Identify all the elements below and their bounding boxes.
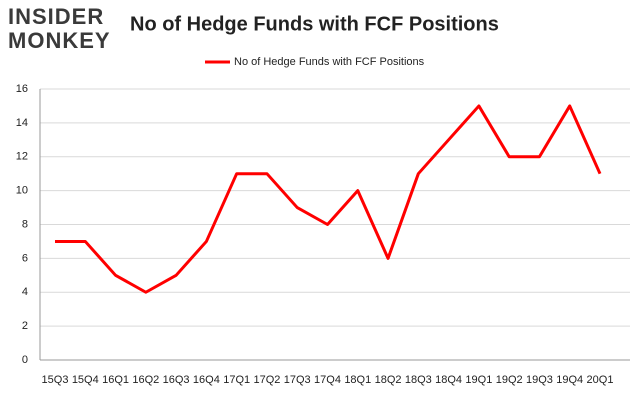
x-tick-label: 17Q4 — [314, 374, 341, 386]
y-tick-label: 2 — [22, 320, 28, 332]
x-tick-label: 18Q4 — [435, 374, 462, 386]
x-tick-label: 15Q4 — [72, 374, 99, 386]
y-tick-label: 8 — [22, 218, 28, 230]
logo-line2: MONKEY — [8, 28, 111, 53]
x-tick-label: 17Q2 — [253, 374, 280, 386]
chart-title: No of Hedge Funds with FCF Positions — [130, 13, 499, 35]
x-tick-label: 18Q1 — [344, 374, 371, 386]
x-tick-label: 16Q3 — [163, 374, 190, 386]
x-tick-label: 19Q1 — [465, 374, 492, 386]
x-tick-label: 19Q3 — [526, 374, 553, 386]
y-tick-label: 16 — [16, 83, 28, 95]
y-tick-label: 14 — [16, 117, 28, 129]
x-tick-label: 16Q1 — [102, 374, 129, 386]
x-tick-label: 20Q1 — [587, 374, 614, 386]
x-tick-label: 18Q2 — [375, 374, 402, 386]
data-line — [55, 104, 602, 294]
x-tick-label: 16Q4 — [193, 374, 220, 386]
y-tick-label: 0 — [22, 354, 28, 366]
x-tick-label: 18Q3 — [405, 374, 432, 386]
y-tick-label: 6 — [22, 252, 28, 264]
x-tick-label: 19Q4 — [556, 374, 583, 386]
x-tick-label: 19Q2 — [496, 374, 523, 386]
y-tick-label: 10 — [16, 185, 28, 197]
y-tick-label: 4 — [22, 286, 28, 298]
logo-line1: INSIDER — [8, 4, 104, 29]
y-tick-label: 12 — [16, 151, 28, 163]
legend-label: No of Hedge Funds with FCF Positions — [234, 56, 425, 68]
x-tick-label: 16Q2 — [132, 374, 159, 386]
x-tick-label: 17Q1 — [223, 374, 250, 386]
x-tick-label: 15Q3 — [42, 374, 69, 386]
x-tick-label: 17Q3 — [284, 374, 311, 386]
